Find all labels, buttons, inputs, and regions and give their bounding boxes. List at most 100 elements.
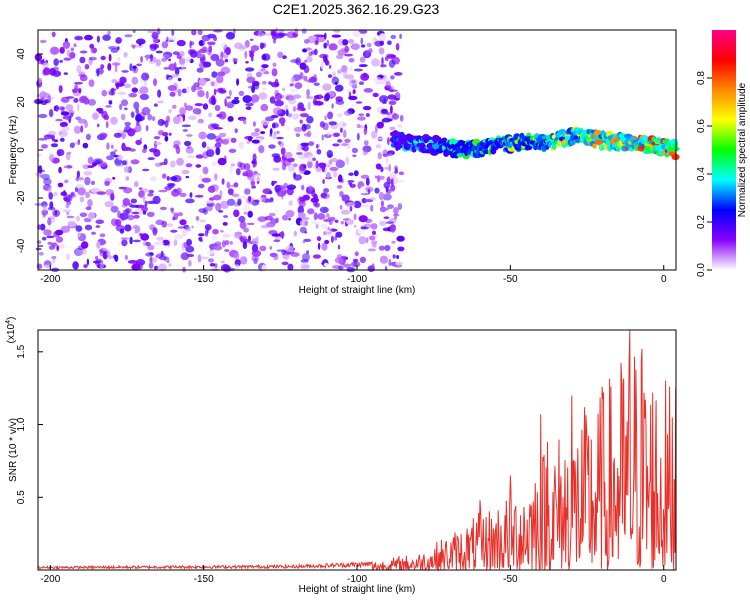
heatmap-cell (195, 154, 204, 159)
heatmap-cell (247, 210, 253, 218)
heatmap-cell (38, 252, 44, 256)
heatmap-cell (322, 83, 332, 91)
heatmap-cell (123, 83, 131, 89)
heatmap-cell (119, 228, 125, 234)
heatmap-cell (285, 93, 294, 97)
heatmap-cell (397, 203, 403, 210)
heatmap-cell (55, 236, 64, 243)
y-tick-label: 1.5 (16, 344, 27, 358)
heatmap-cell (349, 206, 353, 212)
heatmap-cell (366, 237, 369, 244)
heatmap-cell (301, 28, 307, 34)
heatmap-cell (69, 142, 75, 149)
heatmap-cell (287, 96, 297, 105)
heatmap-cell (51, 96, 55, 100)
heatmap-cell (132, 65, 137, 69)
heatmap-cell (224, 98, 227, 107)
heatmap-cell (242, 241, 248, 250)
heatmap-cell (79, 212, 88, 218)
heatmap-cell (198, 78, 207, 87)
heatmap-cell (148, 261, 154, 269)
heatmap-cell (106, 250, 111, 257)
heatmap-cell (234, 42, 243, 49)
heatmap-cell (63, 196, 71, 202)
heatmap-cell (189, 40, 192, 49)
heatmap-cell (275, 217, 279, 224)
heatmap-cell (222, 233, 231, 238)
heatmap-cell (207, 41, 216, 46)
snr-x-label: Height of straight line (km) (299, 584, 416, 595)
heatmap-cell (96, 123, 100, 128)
heatmap-cell (124, 121, 131, 127)
heatmap-cell (143, 79, 147, 87)
heatmap-cell (66, 49, 70, 57)
heatmap-cell (276, 130, 280, 134)
heatmap-cell (206, 149, 215, 158)
heatmap-cell (88, 79, 95, 87)
heatmap-cell (314, 171, 323, 175)
heatmap-cell (335, 231, 343, 238)
heatmap-cell (245, 67, 255, 72)
heatmap-cell (261, 264, 267, 273)
heatmap-cell (323, 42, 328, 49)
multiplier-close: ) (6, 317, 17, 320)
heatmap-cell (187, 146, 191, 149)
heatmap-cell (150, 176, 157, 182)
heatmap-cell (297, 212, 306, 219)
heatmap-cell (223, 54, 228, 59)
svg-text:(x104): (x104) (5, 317, 17, 344)
heatmap-cell (123, 187, 133, 194)
heatmap-cell (102, 34, 111, 41)
heatmap-cell (149, 256, 153, 263)
heatmap-cell (73, 125, 81, 134)
heatmap-cell (264, 71, 270, 75)
y-tick-label: 0.5 (16, 490, 27, 504)
x-tick-label: -50 (503, 574, 518, 585)
heatmap-cell (293, 230, 297, 237)
heatmap-cell (82, 142, 89, 149)
heatmap-cell (40, 223, 46, 231)
heatmap-cell (358, 236, 367, 245)
heatmap-cell (281, 261, 289, 266)
heatmap-cell (185, 58, 192, 63)
heatmap-cell (381, 57, 384, 66)
heatmap-cell (158, 255, 167, 261)
heatmap-cell (388, 89, 399, 92)
heatmap-cell (173, 144, 180, 149)
heatmap-cell (199, 53, 204, 59)
heatmap-cell (360, 44, 366, 48)
heatmap-cell (308, 76, 318, 83)
heatmap-cell (173, 82, 178, 91)
heatmap-cell (213, 35, 218, 42)
heatmap-cell (237, 195, 247, 200)
heatmap-cell (574, 138, 581, 143)
heatmap-cell (339, 204, 343, 210)
heatmap-cell (181, 55, 191, 60)
heatmap-cell (385, 81, 391, 89)
heatmap-cell (383, 216, 390, 219)
heatmap-cell (60, 111, 70, 116)
heatmap-cell (315, 160, 319, 169)
heatmap-cell (297, 205, 304, 215)
heatmap-cell (316, 149, 322, 155)
heatmap-cell (125, 176, 130, 181)
heatmap-cell (242, 171, 249, 177)
heatmap-cell (77, 103, 80, 112)
heatmap-cell (214, 185, 219, 192)
heatmap-cell (360, 192, 370, 196)
heatmap-cell (176, 39, 186, 47)
heatmap-cell (91, 231, 96, 235)
heatmap-cell (348, 78, 358, 87)
heatmap-cell (57, 182, 64, 188)
heatmap-cell (348, 58, 355, 63)
heatmap-cell (206, 146, 210, 151)
heatmap-cell (201, 177, 211, 183)
heatmap-cell (158, 189, 168, 193)
heatmap-cell (347, 180, 355, 183)
heatmap-cell (260, 131, 266, 135)
heatmap-cell (117, 210, 121, 219)
heatmap-cell (259, 245, 267, 252)
colorbar-tick-label: 0.0 (696, 263, 707, 277)
heatmap-cell (55, 229, 64, 236)
heatmap-cell (323, 188, 330, 193)
